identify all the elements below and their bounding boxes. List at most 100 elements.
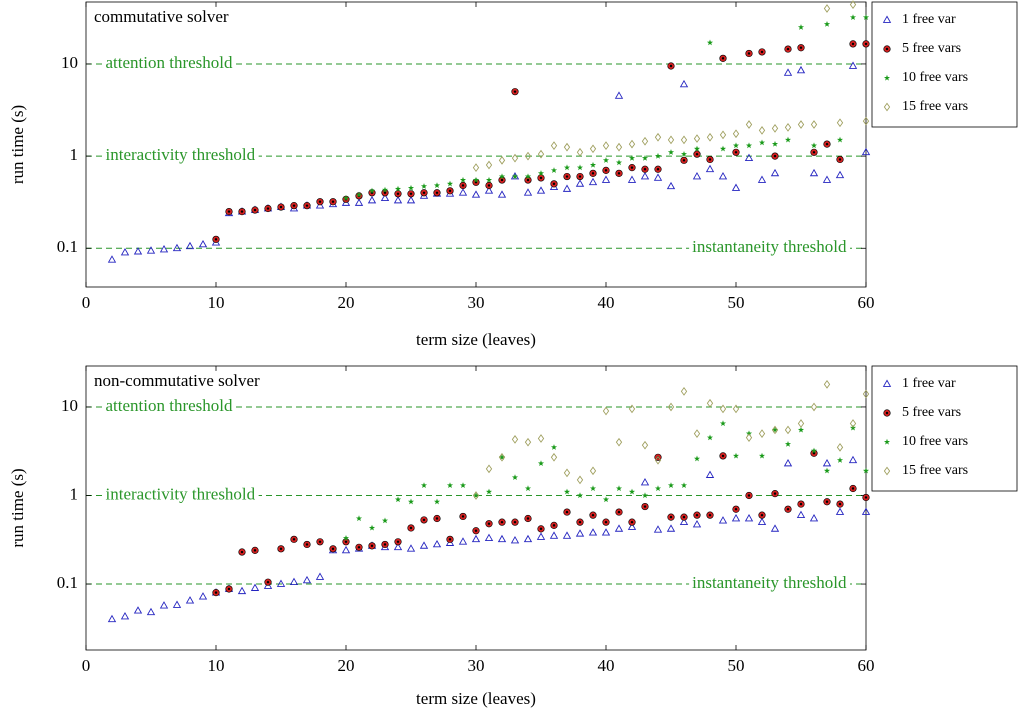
marker bbox=[159, 244, 169, 253]
marker-dot bbox=[344, 540, 348, 544]
marker-dot bbox=[617, 510, 621, 514]
marker-dot bbox=[500, 520, 504, 524]
marker bbox=[797, 24, 805, 30]
marker bbox=[212, 589, 220, 597]
marker bbox=[680, 135, 688, 145]
marker bbox=[836, 442, 844, 452]
legend-label: 10 free vars bbox=[902, 70, 968, 85]
marker bbox=[107, 614, 117, 623]
marker bbox=[706, 511, 714, 519]
marker-dot bbox=[669, 64, 673, 68]
marker bbox=[693, 429, 701, 438]
legend-frame bbox=[871, 1, 1018, 128]
marker bbox=[420, 516, 428, 524]
x-tick-label: 20 bbox=[338, 293, 355, 312]
marker bbox=[640, 478, 650, 486]
marker-dot bbox=[591, 172, 595, 175]
marker-dot bbox=[513, 520, 517, 524]
marker-dot bbox=[773, 492, 777, 495]
marker bbox=[732, 129, 740, 139]
marker bbox=[615, 159, 623, 166]
threshold-label: interactivity threshold bbox=[106, 145, 256, 164]
marker-dot bbox=[409, 526, 413, 530]
marker bbox=[810, 120, 818, 129]
marker bbox=[329, 545, 337, 553]
marker-dot bbox=[643, 505, 647, 508]
marker bbox=[354, 198, 364, 206]
marker bbox=[446, 187, 454, 195]
marker bbox=[745, 491, 753, 500]
marker bbox=[133, 247, 143, 255]
marker bbox=[680, 482, 688, 488]
marker bbox=[641, 165, 649, 173]
marker-dot bbox=[747, 494, 751, 497]
marker-dot bbox=[292, 538, 296, 541]
marker bbox=[589, 144, 597, 154]
marker bbox=[302, 575, 312, 584]
marker bbox=[381, 186, 389, 193]
marker-dot bbox=[656, 168, 660, 171]
marker bbox=[433, 498, 441, 505]
marker bbox=[745, 120, 753, 129]
marker bbox=[836, 457, 844, 463]
marker bbox=[433, 189, 441, 197]
marker-dot bbox=[240, 210, 244, 213]
legend-label: 5 free vars bbox=[902, 405, 961, 420]
marker bbox=[537, 170, 545, 176]
marker-dot bbox=[552, 524, 556, 527]
marker-dot bbox=[604, 169, 608, 172]
marker-dot bbox=[396, 540, 400, 544]
marker bbox=[550, 452, 558, 462]
marker-dot bbox=[357, 546, 361, 549]
marker bbox=[394, 496, 402, 503]
marker bbox=[693, 150, 701, 158]
marker bbox=[523, 534, 533, 543]
x-tick-label: 40 bbox=[598, 656, 615, 675]
marker bbox=[484, 186, 494, 194]
marker bbox=[883, 74, 891, 81]
marker bbox=[849, 14, 857, 20]
marker bbox=[810, 142, 818, 149]
marker bbox=[511, 173, 519, 180]
marker bbox=[238, 207, 246, 216]
marker bbox=[706, 398, 714, 408]
marker bbox=[680, 513, 688, 521]
marker-dot bbox=[370, 544, 374, 548]
marker bbox=[784, 123, 792, 132]
marker bbox=[458, 537, 468, 545]
marker bbox=[654, 132, 662, 142]
marker-dot bbox=[630, 520, 634, 524]
marker-dot bbox=[552, 182, 556, 186]
marker bbox=[550, 180, 558, 188]
marker-dot bbox=[227, 587, 231, 591]
marker bbox=[732, 404, 740, 414]
marker bbox=[576, 147, 584, 157]
marker bbox=[849, 484, 857, 493]
y-tick-label: 10 bbox=[61, 396, 78, 415]
marker bbox=[303, 202, 311, 210]
marker bbox=[627, 175, 637, 183]
marker-dot bbox=[422, 191, 426, 194]
marker-dot bbox=[448, 189, 452, 193]
marker bbox=[848, 455, 858, 464]
x-tick-label: 20 bbox=[338, 656, 355, 675]
marker bbox=[641, 492, 649, 499]
marker bbox=[250, 583, 260, 591]
marker-dot bbox=[604, 520, 608, 524]
marker bbox=[393, 542, 403, 551]
marker bbox=[329, 198, 337, 206]
marker bbox=[680, 150, 688, 157]
threshold-label-bg bbox=[102, 52, 237, 72]
marker bbox=[433, 514, 441, 523]
marker bbox=[796, 510, 806, 518]
marker-dot bbox=[591, 513, 595, 517]
marker bbox=[719, 145, 727, 152]
x-tick-label: 10 bbox=[208, 293, 225, 312]
marker-dot bbox=[526, 178, 530, 182]
marker bbox=[602, 496, 610, 503]
marker bbox=[706, 155, 714, 164]
marker bbox=[355, 543, 363, 551]
marker bbox=[316, 538, 324, 546]
marker bbox=[471, 190, 481, 198]
marker bbox=[212, 235, 220, 243]
